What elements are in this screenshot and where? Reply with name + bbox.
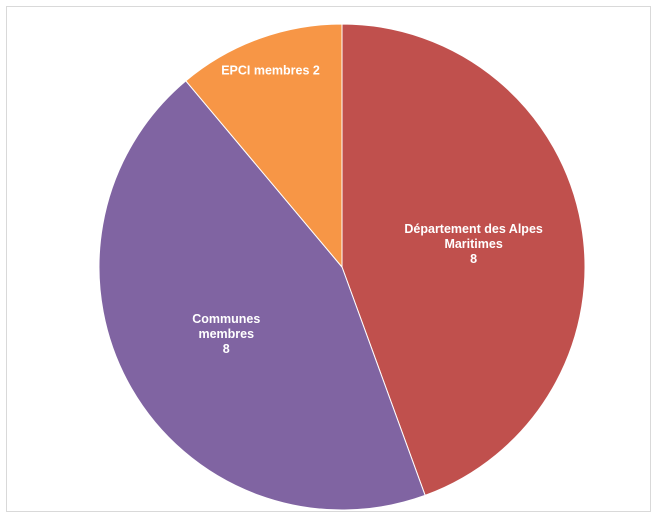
pie-slice-label-2: Communes membres 8	[192, 312, 260, 356]
pie-slice-label-line: Département des Alpes	[404, 222, 543, 236]
pie-slice-label-line: 8	[470, 252, 477, 266]
pie-slice-label-line: membres	[198, 327, 254, 341]
pie-slice-label-3: EPCI membres 2	[221, 64, 320, 78]
pie-slice-1	[341, 23, 586, 496]
pie-slice-label-line: EPCI membres 2	[221, 64, 320, 78]
pie-slice-label-line: Maritimes	[444, 237, 502, 251]
pie-slice-label-line: 8	[223, 342, 230, 356]
pie-slice-label-line: Communes	[192, 312, 260, 326]
pie-slice-2	[98, 80, 426, 511]
pie-slices	[98, 23, 586, 511]
pie-slice-label-1: Département des Alpes Maritimes 8	[404, 222, 543, 266]
pie-slice-3	[185, 23, 343, 269]
